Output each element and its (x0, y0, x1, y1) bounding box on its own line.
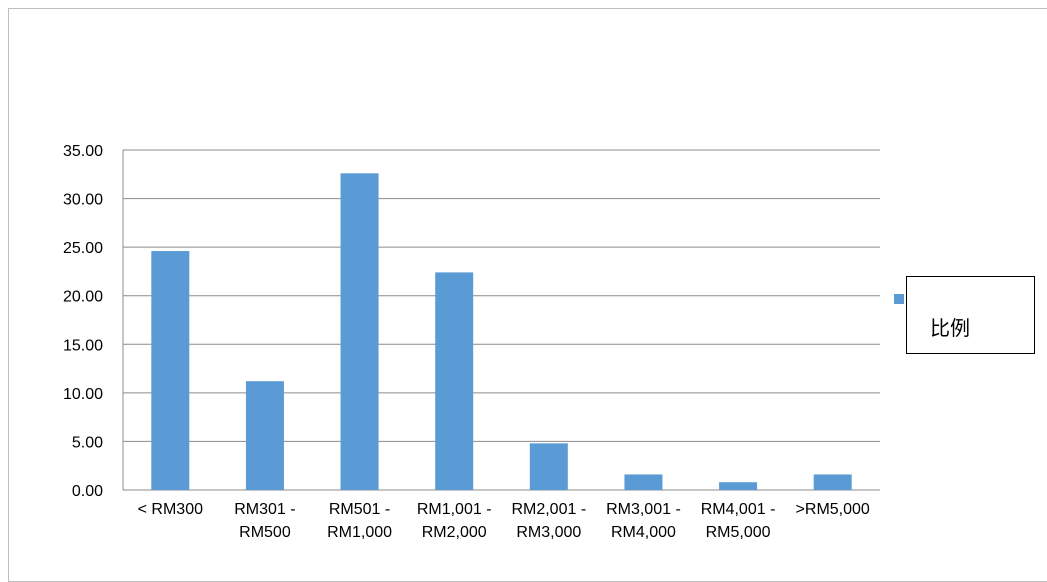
legend-swatch (894, 294, 904, 304)
x-tick-label: RM1,000 (327, 524, 392, 541)
x-tick-label: RM1,001 - (417, 501, 492, 518)
legend (906, 276, 1035, 354)
bar (719, 482, 758, 490)
y-tick-label: 0.00 (72, 483, 103, 500)
x-tick-label: RM5,000 (706, 524, 771, 541)
y-axis-tick-labels: 0.00 5.00 10.00 15.00 20.00 25.00 30.00 35.00 (63, 143, 103, 500)
x-tick-label: RM3,001 - (606, 501, 681, 518)
legend-label: 比例 (930, 316, 970, 340)
x-tick-label: >RM5,000 (796, 501, 870, 518)
y-tick-label: 10.00 (63, 386, 103, 403)
x-tick-label: RM3,000 (516, 524, 581, 541)
y-tick-label: 20.00 (63, 289, 103, 306)
bar (245, 381, 284, 490)
bar (813, 474, 852, 490)
bar (529, 443, 568, 490)
x-axis-tick-labels: < RM300 RM301 - RM500 RM501 - RM1,000 RM1,001… (138, 501, 870, 541)
x-tick-label: RM4,000 (611, 524, 676, 541)
x-tick-label: RM2,001 - (511, 501, 586, 518)
y-tick-label: 15.00 (63, 337, 103, 354)
x-tick-label: RM301 - (234, 501, 295, 518)
y-tick-label: 35.00 (63, 143, 103, 160)
y-tick-label: 25.00 (63, 240, 103, 257)
y-tick-label: 30.00 (63, 192, 103, 209)
bar (624, 474, 663, 490)
x-tick-label: RM500 (239, 524, 291, 541)
x-tick-label: < RM300 (138, 501, 203, 518)
x-tick-label: RM2,000 (422, 524, 487, 541)
bar (151, 251, 190, 490)
y-tick-label: 5.00 (72, 434, 103, 451)
gridlines (122, 149, 880, 491)
bar (340, 173, 379, 491)
bar (435, 272, 474, 490)
x-tick-label: RM4,001 - (701, 501, 776, 518)
bars (151, 173, 852, 491)
x-tick-label: RM501 - (329, 501, 390, 518)
